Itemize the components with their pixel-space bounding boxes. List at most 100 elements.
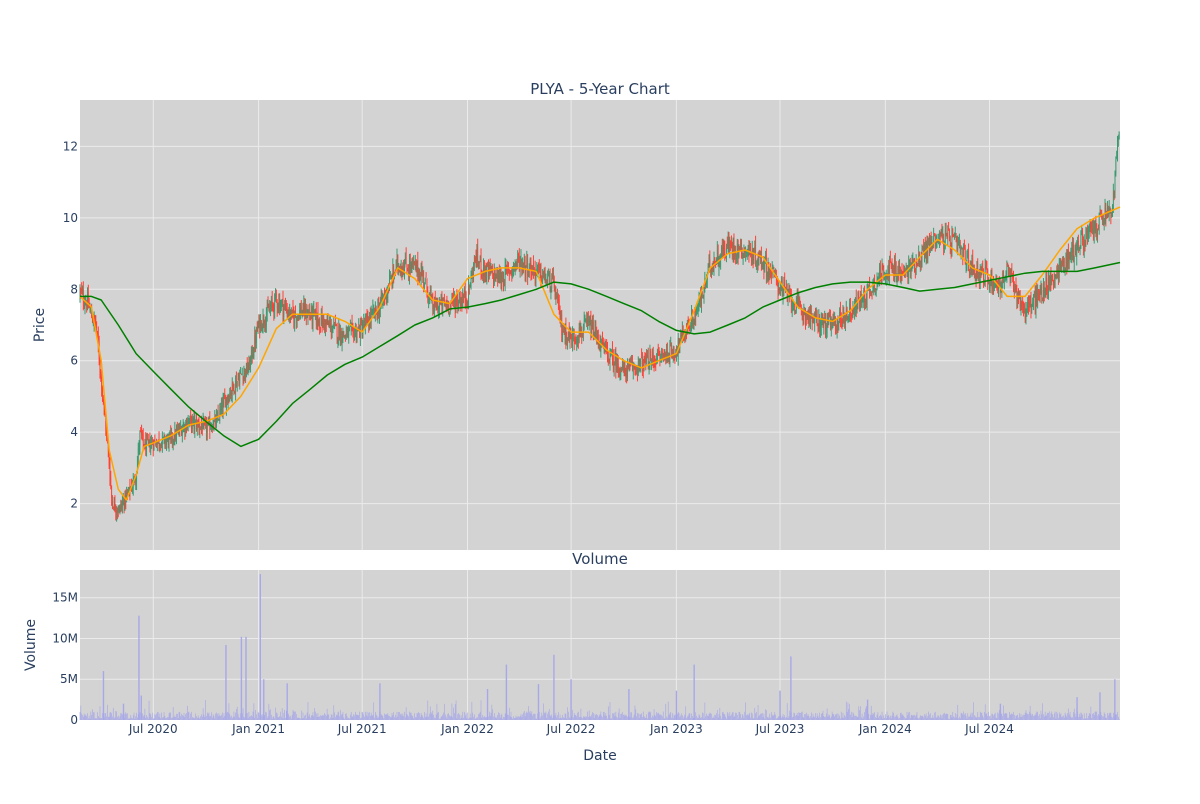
volume-bar — [1109, 712, 1111, 720]
candle-body — [448, 302, 449, 312]
volume-bar — [228, 703, 230, 720]
candle-body — [768, 264, 770, 277]
volume-bar — [986, 713, 988, 720]
volume-bar — [1117, 711, 1118, 720]
candle-body — [760, 253, 761, 256]
candle-body — [431, 296, 433, 298]
volume-bar — [854, 715, 855, 720]
candle-body — [298, 314, 300, 320]
volume-bar — [745, 702, 746, 720]
candle-body — [498, 272, 500, 283]
candle-body — [111, 486, 112, 498]
volume-bar — [1021, 717, 1023, 720]
volume-bar — [596, 714, 598, 720]
volume-bar — [753, 718, 755, 720]
candle-body — [1036, 289, 1038, 306]
candle-body — [180, 428, 182, 430]
candle-body — [724, 247, 726, 257]
candle-body — [524, 259, 526, 274]
candle-body — [90, 309, 92, 311]
candle-body — [739, 247, 741, 250]
volume-bar — [139, 712, 141, 720]
volume-bar — [979, 711, 981, 720]
volume-bar — [634, 705, 636, 720]
candle-body — [895, 260, 896, 270]
candle-body — [353, 328, 355, 339]
candle-body — [959, 239, 960, 243]
candle-body — [1011, 270, 1013, 275]
candle-body — [1033, 292, 1035, 297]
volume-bar — [168, 713, 170, 720]
volume-bar — [711, 718, 713, 720]
volume-bar — [461, 717, 463, 720]
volume-bar — [841, 717, 843, 720]
candle-body — [284, 304, 286, 307]
candle-body — [485, 268, 487, 279]
candle-body — [866, 290, 868, 305]
candle-body — [164, 437, 166, 444]
candle-body — [964, 248, 966, 265]
volume-bar — [91, 715, 92, 720]
volume-bar — [254, 717, 256, 720]
volume-spike-bar — [537, 684, 540, 720]
candle-body — [1074, 247, 1076, 255]
candle-body — [563, 334, 565, 335]
volume-bar — [840, 718, 841, 720]
volume-bar — [602, 717, 603, 720]
candle-body — [243, 373, 245, 380]
candle-body — [462, 295, 464, 304]
candle-body — [464, 290, 466, 302]
volume-bar — [723, 713, 725, 720]
candle-body — [280, 305, 281, 309]
candle-body — [611, 351, 613, 353]
candle-body — [188, 420, 190, 424]
candle-body — [974, 275, 976, 279]
volume-bar — [1022, 715, 1023, 720]
volume-bar — [454, 713, 455, 720]
candle-body — [658, 354, 660, 355]
candle-body — [1063, 258, 1065, 270]
volume-bar — [629, 716, 631, 720]
candle-body — [639, 359, 641, 364]
candle-body — [956, 236, 958, 249]
volume-bar — [946, 713, 948, 720]
volume-bar — [749, 712, 751, 720]
volume-spike-bar — [1076, 697, 1078, 720]
candle-body — [1059, 262, 1061, 264]
volume-bar — [613, 712, 615, 720]
volume-bar — [1073, 708, 1075, 720]
candle-body — [459, 299, 460, 304]
volume-bar — [536, 718, 538, 720]
volume-bar — [782, 713, 784, 720]
volume-bar — [855, 715, 856, 720]
candle-body — [985, 265, 987, 270]
candle-body — [181, 429, 182, 436]
volume-bar — [191, 711, 192, 720]
volume-spike-bar — [1114, 679, 1116, 720]
candle-body — [85, 302, 87, 305]
volume-spike-bar — [240, 636, 243, 720]
candle-body — [561, 313, 563, 335]
volume-bar — [980, 712, 982, 720]
volume-bar — [388, 715, 390, 720]
candle-body — [1066, 250, 1068, 268]
volume-bar — [657, 713, 658, 720]
volume-bar — [214, 718, 216, 720]
candle-body — [847, 315, 849, 319]
volume-bar — [990, 718, 992, 720]
volume-bar — [508, 707, 510, 720]
volume-bar — [207, 713, 209, 720]
volume-bar — [599, 714, 601, 720]
candle-body — [420, 270, 422, 283]
volume-bar — [555, 712, 557, 720]
volume-bar — [609, 702, 611, 720]
volume-bar — [614, 716, 616, 720]
volume-bar — [107, 704, 108, 720]
volume-bar — [491, 704, 493, 720]
volume-bar — [1018, 717, 1019, 720]
volume-bar — [567, 707, 568, 720]
candle-body — [226, 397, 227, 409]
volume-bar — [128, 718, 130, 720]
volume-bar — [1043, 714, 1044, 720]
volume-bar — [713, 718, 715, 720]
